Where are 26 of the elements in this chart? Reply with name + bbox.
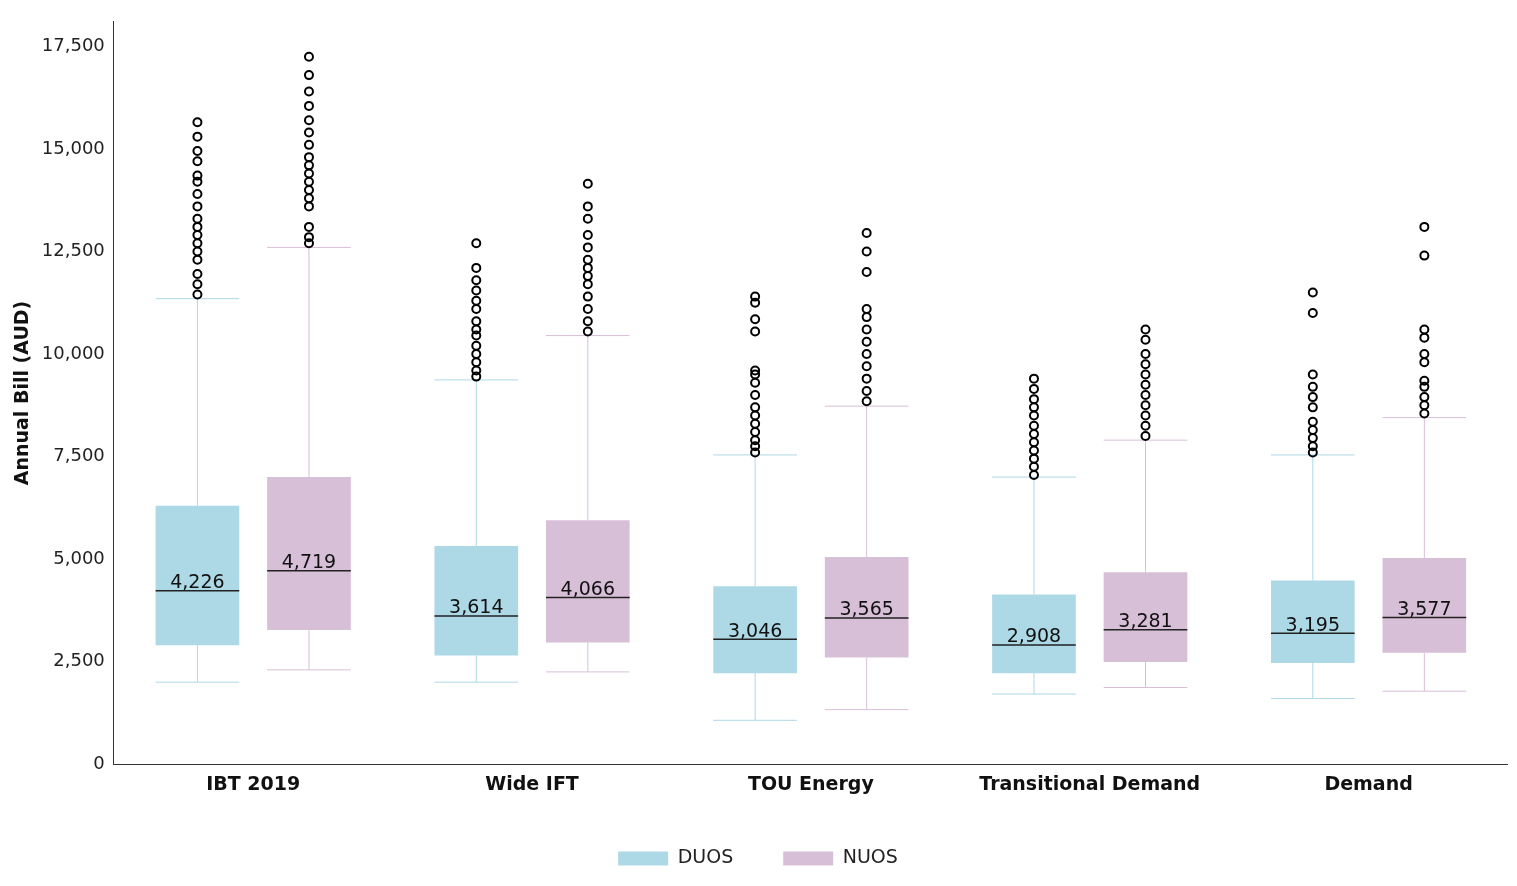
y-tick-label: 0: [93, 751, 105, 773]
x-tick-label: IBT 2019: [206, 771, 301, 794]
text: 3,195: [1285, 612, 1341, 635]
x-tick-label: Demand: [1324, 771, 1413, 794]
y-tick-label: 7,500: [53, 444, 105, 466]
x-tick-label: TOU Energy: [747, 771, 875, 794]
x-tick-label: Wide IFT: [485, 771, 579, 794]
legend-label: NUOS: [842, 845, 898, 868]
text: 3,614: [449, 595, 504, 618]
text: 3,046: [727, 618, 783, 641]
y-tick-label: 5,000: [53, 546, 105, 568]
text: 4,719: [281, 550, 337, 573]
text: 4,226: [170, 570, 225, 593]
text: 4,066: [560, 576, 616, 599]
text: 3,577: [1397, 596, 1452, 619]
y-tick-label: 10,000: [41, 341, 105, 363]
y-tick-label: 17,500: [41, 34, 105, 56]
y-axis-title: Annual Bill (AUD): [10, 300, 33, 486]
y-tick-label: 15,000: [41, 136, 105, 158]
text: 3,281: [1118, 609, 1173, 632]
text: 2,908: [1006, 624, 1062, 647]
text: 3,565: [839, 597, 894, 620]
x-tick-label: Transitional Demand: [979, 771, 1201, 794]
y-tick-label: 12,500: [41, 239, 105, 261]
y-tick-label: 2,500: [53, 649, 105, 671]
legend-label: DUOS: [677, 845, 734, 868]
